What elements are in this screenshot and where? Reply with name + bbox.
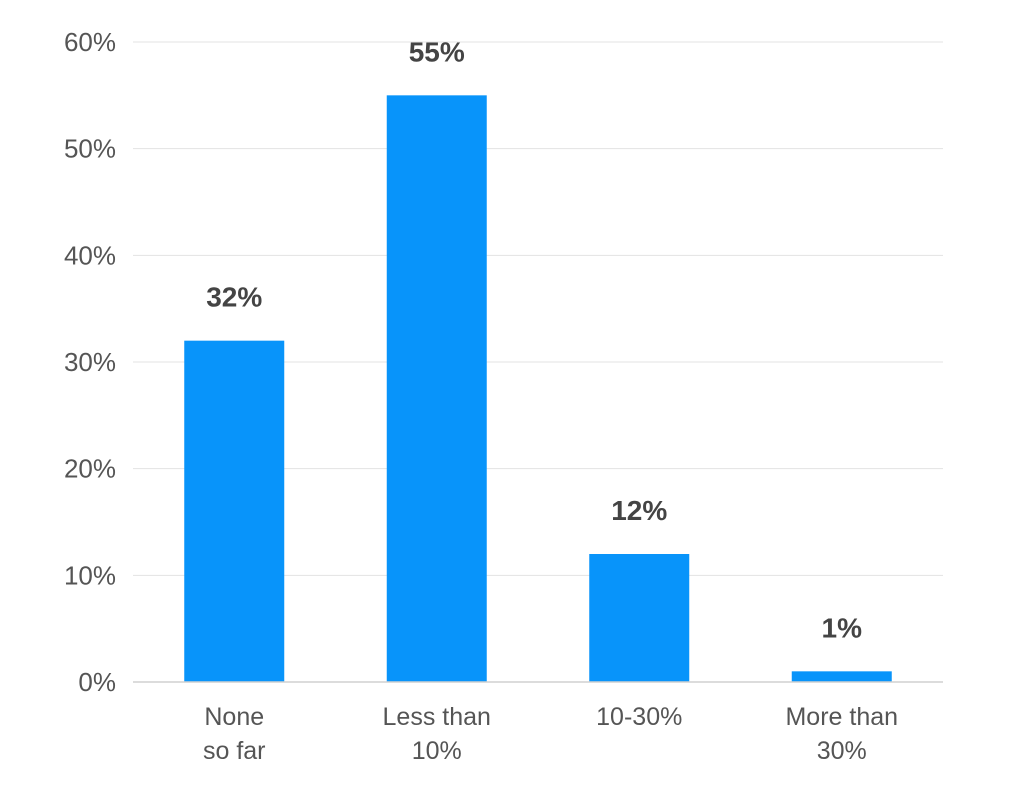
y-tick-label: 20% bbox=[64, 454, 116, 484]
data-labels: 32% 55% 12% 1% bbox=[206, 36, 862, 643]
y-tick-label: 50% bbox=[64, 134, 116, 164]
x-category-label: Less than 10% bbox=[383, 703, 491, 765]
data-label: 55% bbox=[409, 36, 465, 67]
y-tick-label: 40% bbox=[64, 240, 116, 270]
x-category-line: 10% bbox=[412, 737, 462, 765]
data-label: 12% bbox=[611, 495, 667, 526]
bar bbox=[386, 95, 487, 683]
x-category-label: More than 30% bbox=[785, 703, 898, 765]
data-label: 32% bbox=[206, 282, 262, 313]
x-category-label: None so far bbox=[203, 703, 266, 765]
bars bbox=[184, 95, 892, 683]
x-category-label: 10-30% bbox=[596, 703, 682, 731]
y-tick-label: 10% bbox=[64, 560, 116, 590]
x-category-line: 30% bbox=[817, 737, 867, 765]
y-tick-label: 30% bbox=[64, 347, 116, 377]
y-tick-label: 60% bbox=[64, 27, 116, 57]
bar bbox=[791, 671, 892, 682]
x-category-line: 10-30% bbox=[596, 703, 682, 731]
data-label: 1% bbox=[822, 612, 863, 643]
x-category-line: None bbox=[204, 703, 264, 731]
y-axis-ticks: 0% 10% 20% 30% 40% 50% 60% bbox=[64, 27, 116, 697]
x-category-line: so far bbox=[203, 737, 266, 765]
x-category-line: Less than bbox=[383, 703, 491, 731]
x-category-line: More than bbox=[785, 703, 898, 731]
bar bbox=[589, 554, 690, 682]
bar bbox=[184, 340, 285, 682]
y-tick-label: 0% bbox=[78, 667, 116, 697]
x-axis-categories: None so far Less than 10% 10-30% More than 30% bbox=[203, 703, 898, 765]
